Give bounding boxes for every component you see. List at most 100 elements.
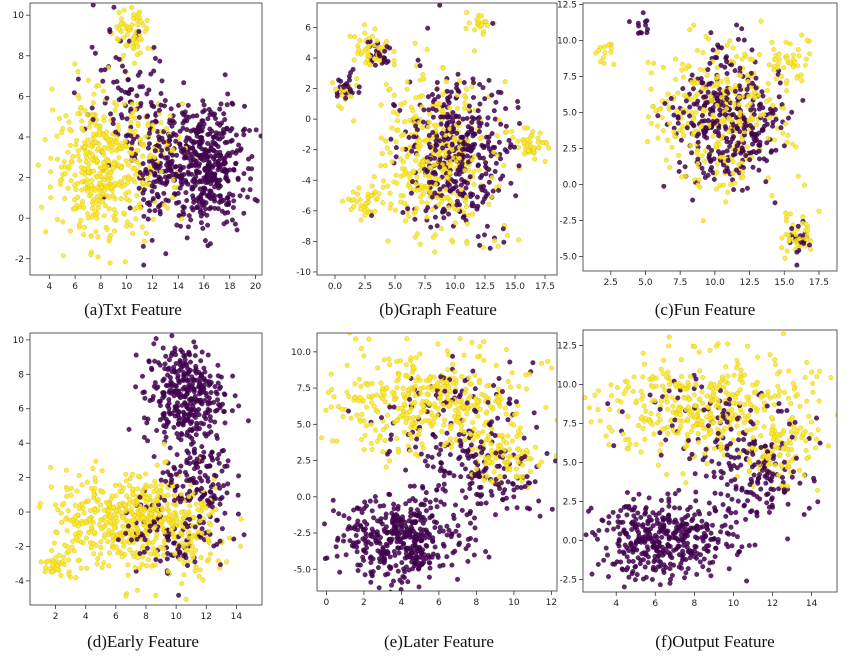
scatter-point	[200, 577, 206, 583]
scatter-point	[725, 158, 731, 163]
y-tick-label: -6	[302, 207, 311, 217]
scatter-point	[121, 7, 127, 13]
panel-caption: (d)Early Feature	[87, 632, 199, 651]
scatter-point	[701, 94, 707, 100]
scatter-point	[457, 78, 463, 84]
scatter-point	[95, 194, 100, 200]
scatter-point	[413, 158, 419, 164]
scatter-point	[76, 222, 82, 227]
scatter-point	[371, 403, 377, 409]
scatter-point	[121, 101, 127, 107]
scatter-point	[185, 524, 190, 530]
scatter-point	[205, 536, 211, 542]
scatter-point	[464, 204, 469, 210]
scatter-point	[138, 141, 144, 147]
scatter-point	[126, 426, 132, 432]
scatter-point	[804, 37, 810, 43]
scatter-point	[663, 157, 669, 163]
scatter-point	[178, 463, 184, 469]
scatter-point	[49, 548, 55, 553]
scatter-point	[187, 455, 193, 461]
scatter-point	[184, 135, 190, 141]
scatter-point	[179, 581, 185, 587]
scatter-point	[71, 90, 77, 96]
scatter-point	[461, 80, 467, 86]
scatter-point	[73, 142, 79, 148]
scatter-point	[449, 142, 455, 148]
scatter-point	[212, 384, 218, 390]
scatter-point	[442, 195, 448, 201]
scatter-point	[249, 166, 255, 172]
scatter-point	[142, 537, 148, 543]
scatter-point	[737, 83, 742, 89]
scatter-point	[402, 119, 408, 125]
scatter-point	[756, 102, 762, 108]
scatter-point	[140, 172, 146, 178]
scatter-point	[47, 184, 53, 190]
scatter-point	[477, 344, 483, 350]
scatter-point	[346, 394, 352, 400]
scatter-point	[470, 145, 476, 151]
scatter-point	[694, 150, 700, 156]
scatter-point	[765, 81, 771, 87]
scatter-point	[193, 344, 198, 350]
scatter-point	[713, 91, 719, 97]
scatter-point	[414, 187, 420, 193]
scatter-point	[116, 155, 122, 160]
scatter-point	[389, 125, 395, 131]
scatter-point	[222, 72, 228, 78]
scatter-point	[491, 108, 497, 114]
scatter-point	[150, 545, 156, 551]
scatter-point	[464, 115, 470, 121]
scatter-point	[206, 395, 212, 401]
scatter-point	[132, 565, 138, 571]
scatter-point	[369, 508, 375, 514]
scatter-point	[424, 169, 430, 175]
scatter-point	[524, 447, 530, 453]
scatter-point	[184, 362, 190, 368]
scatter-point	[174, 516, 180, 522]
scatter-point	[446, 470, 452, 476]
scatter-point	[174, 452, 180, 458]
scatter-point	[739, 56, 745, 62]
scatter-point	[164, 146, 170, 152]
scatter-point	[358, 217, 364, 223]
scatter-point	[89, 182, 94, 188]
scatter-point	[54, 562, 60, 568]
scatter-point	[107, 260, 113, 266]
scatter-point	[68, 178, 74, 183]
scatter-point	[795, 63, 801, 69]
scatter-point	[79, 187, 85, 193]
scatter-point	[115, 537, 121, 543]
scatter-point	[192, 524, 198, 530]
scatter-point	[159, 78, 165, 84]
scatter-point	[389, 159, 395, 165]
scatter-point	[800, 97, 806, 103]
scatter-point	[486, 167, 492, 172]
scatter-point	[435, 406, 441, 411]
scatter-point	[432, 171, 438, 177]
scatter-point	[776, 51, 782, 57]
scatter-point	[648, 70, 654, 76]
scatter-point	[384, 145, 390, 151]
scatter-point	[417, 63, 423, 69]
scatter-point	[667, 120, 672, 126]
scatter-point	[489, 92, 495, 98]
scatter-point	[123, 139, 128, 144]
scatter-point	[323, 407, 329, 413]
scatter-point	[229, 126, 235, 132]
scatter-point	[123, 133, 129, 139]
scatter-point	[75, 111, 81, 116]
scatter-point	[437, 186, 443, 192]
scatter-point	[57, 116, 62, 121]
scatter-point	[387, 205, 393, 211]
scatter-point	[368, 193, 374, 199]
scatter-point	[718, 154, 724, 160]
scatter-point	[409, 148, 415, 154]
scatter-point	[393, 172, 399, 178]
scatter-point	[399, 146, 405, 152]
scatter-point	[213, 130, 219, 136]
scatter-point	[371, 56, 377, 62]
scatter-point	[471, 116, 477, 122]
scatter-point	[208, 418, 214, 423]
